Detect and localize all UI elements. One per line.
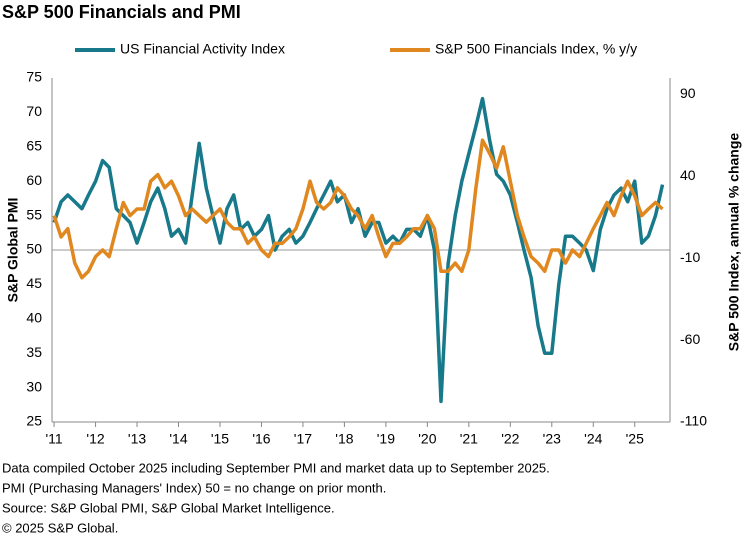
x-tick-label: '16 <box>252 431 270 447</box>
x-tick-label: '13 <box>128 431 146 447</box>
legend-label: US Financial Activity Index <box>120 41 285 57</box>
y-axis-label: S&P Global PMI <box>5 198 21 303</box>
y2-tick-label: 40 <box>680 167 696 183</box>
y2-tick-label: -10 <box>680 249 700 265</box>
y2-tick-label: -60 <box>680 331 700 347</box>
data-line <box>52 138 664 280</box>
y-tick-label: 75 <box>26 69 42 85</box>
y-tick-label: 25 <box>26 413 42 429</box>
y-tick-label: 55 <box>26 206 42 222</box>
x-tick-label: '23 <box>543 431 561 447</box>
x-tick-label: '12 <box>86 431 104 447</box>
x-tick-label: '18 <box>335 431 353 447</box>
footnote: Source: S&P Global PMI, S&P Global Marke… <box>2 500 335 515</box>
y2-tick-label: -110 <box>680 413 707 429</box>
y2-axis-label: S&P 500 Index, annual % change <box>726 133 742 352</box>
data-line <box>52 96 665 404</box>
x-tick-label: '17 <box>294 431 312 447</box>
y-tick-label: 45 <box>26 275 42 291</box>
y-tick-label: 65 <box>26 138 42 154</box>
y2-tick-label: 90 <box>680 85 696 101</box>
y-tick-label: 50 <box>26 241 42 257</box>
footnote: Data compiled October 2025 including Sep… <box>2 460 550 475</box>
x-tick-label: '21 <box>460 431 478 447</box>
y-tick-label: 30 <box>26 378 42 394</box>
footnote: PMI (Purchasing Managers' Index) 50 = no… <box>2 480 386 495</box>
legend-label: S&P 500 Financials Index, % y/y <box>435 41 637 57</box>
x-tick-label: '22 <box>501 431 519 447</box>
x-tick-label: '15 <box>211 431 229 447</box>
x-tick-label: '25 <box>626 431 644 447</box>
x-tick-label: '19 <box>377 431 395 447</box>
footnote: © 2025 S&P Global. <box>2 520 118 535</box>
x-tick-label: '24 <box>584 431 602 447</box>
y-tick-label: 40 <box>26 310 42 326</box>
chart-title: S&P 500 Financials and PMI <box>2 2 241 22</box>
y-tick-label: 70 <box>26 103 42 119</box>
x-tick-label: '14 <box>169 431 187 447</box>
y-tick-label: 60 <box>26 172 42 188</box>
x-tick-label: '11 <box>45 431 62 447</box>
x-tick-label: '20 <box>418 431 436 447</box>
y-tick-label: 35 <box>26 344 42 360</box>
